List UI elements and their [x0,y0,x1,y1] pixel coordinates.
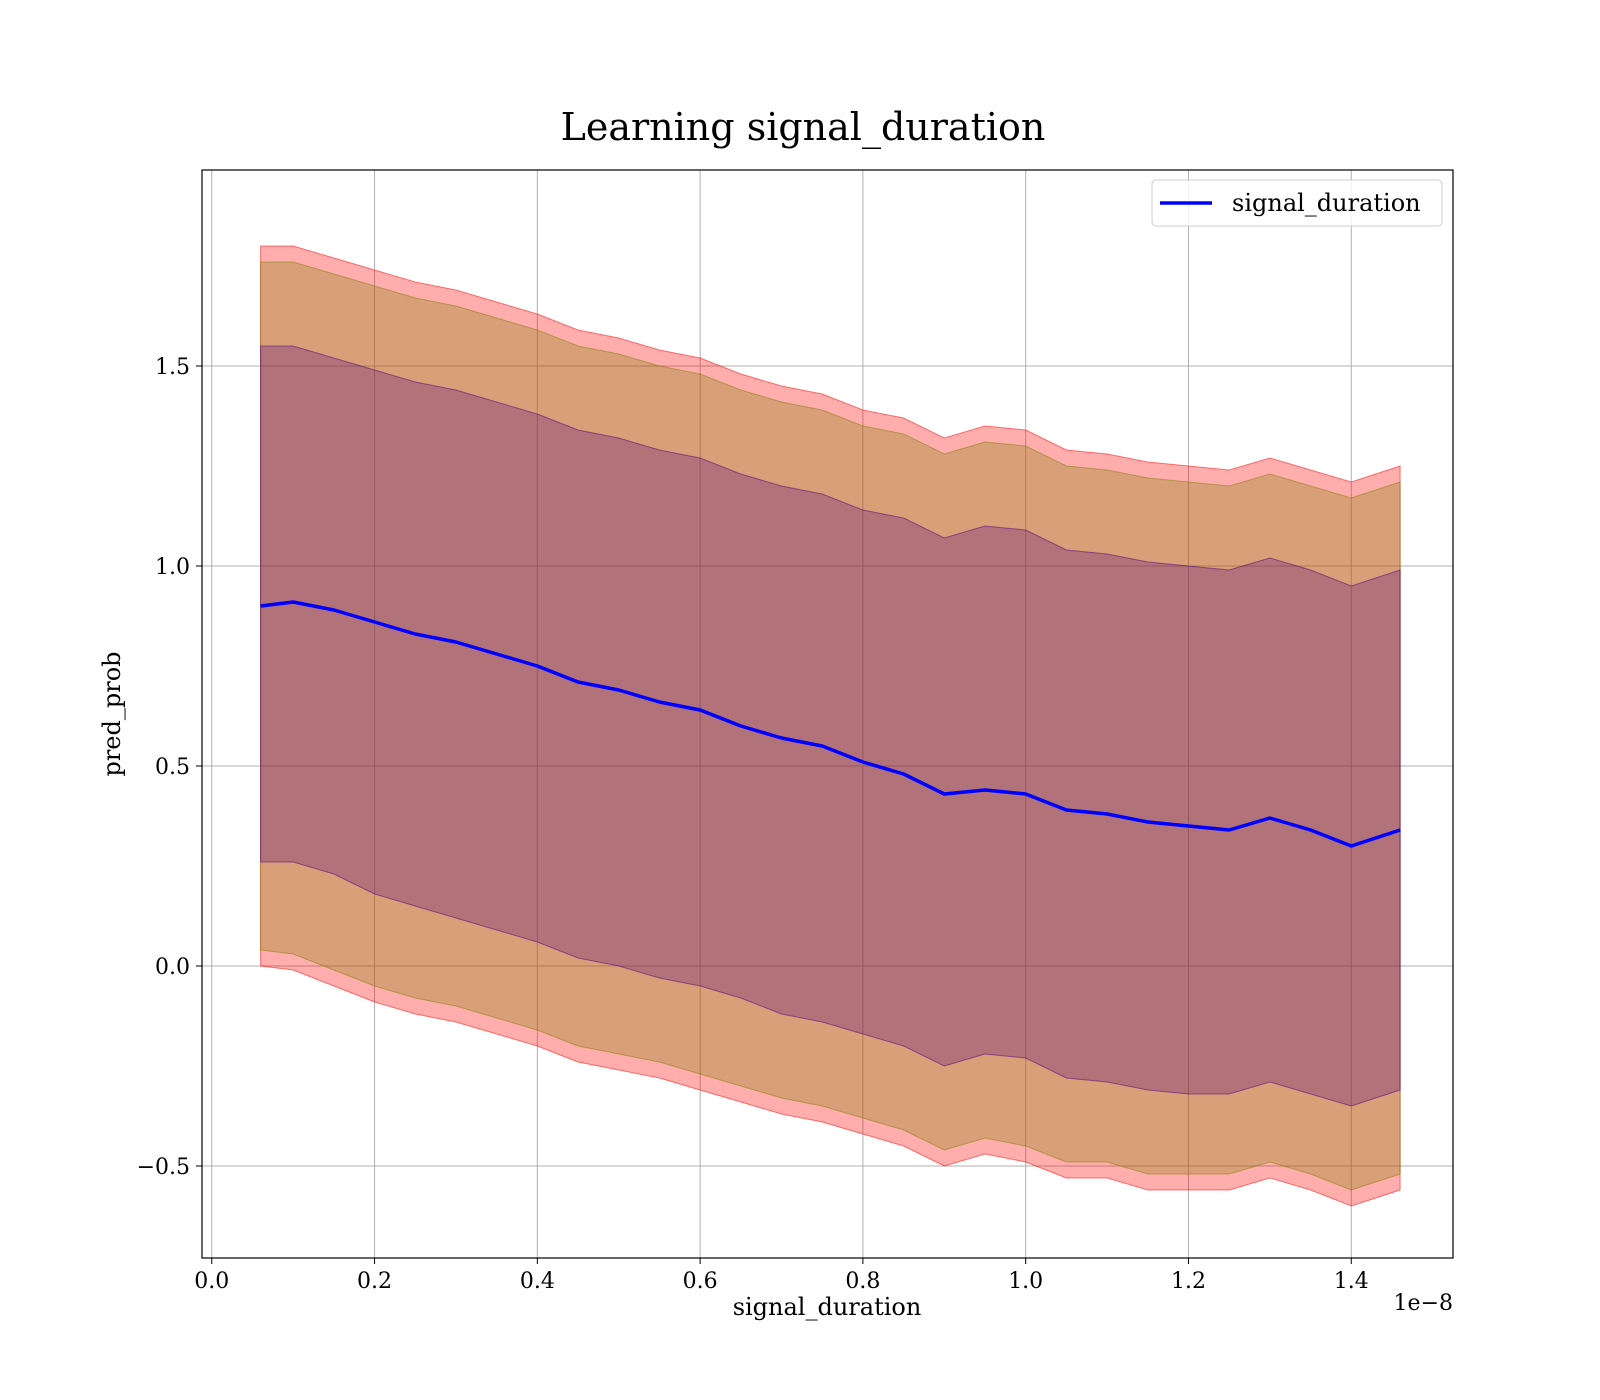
x-tick-label: 0.0 [194,1269,229,1294]
y-tick-label: 1.0 [155,555,190,580]
legend-label: signal_duration [1232,189,1421,217]
x-tick-label: 0.6 [683,1269,718,1294]
confidence-band-1 [260,245,1401,1207]
x-axis-ticks: 0.0 0.2 0.4 0.6 0.8 1.0 1.2 1.4 [194,1258,1369,1294]
x-tick-label: 1.0 [1008,1269,1043,1294]
confidence-bands [260,245,1401,1207]
x-tick-label: 0.8 [845,1269,880,1294]
x-axis-offset-text: 1e−8 [1394,1291,1453,1316]
x-axis-label: signal_duration [733,1293,922,1321]
x-tick-label: 0.2 [357,1269,392,1294]
x-tick-label: 1.4 [1334,1269,1369,1294]
y-axis-label: pred_prob [98,651,126,776]
y-tick-label: 0.5 [155,755,190,780]
y-axis-ticks: −0.5 0.0 0.5 1.0 1.5 [137,355,202,1180]
y-tick-label: 0.0 [155,955,190,980]
gridlines [202,170,1453,1258]
legend-box [1151,179,1443,227]
y-tick-label: −0.5 [137,1155,190,1180]
x-tick-label: 1.2 [1171,1269,1206,1294]
confidence-band-2 [260,261,1401,1191]
chart-title: Learning signal_duration [561,105,1046,150]
plot-frame [201,169,1454,1259]
confidence-band-3 [260,345,1401,1107]
series-lines [260,600,1401,848]
legend: signal_duration [1151,179,1443,227]
y-tick-label: 1.5 [155,355,190,380]
x-tick-label: 0.4 [520,1269,555,1294]
series-line-1 [260,600,1401,848]
